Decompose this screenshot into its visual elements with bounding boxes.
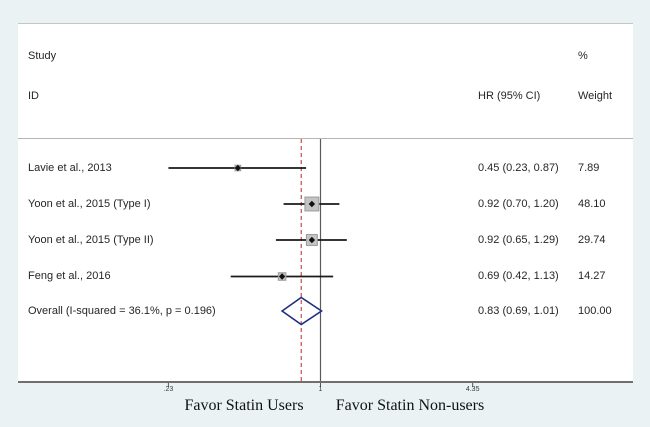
point-marker bbox=[278, 273, 286, 280]
id-header: ID bbox=[28, 90, 39, 102]
overall-hr-ci-value: 0.83 (0.69, 1.01) bbox=[478, 304, 559, 317]
weight-value: 48.10 bbox=[578, 197, 606, 210]
x-tick-label: 1 bbox=[318, 386, 323, 393]
hr-ci-header: HR (95% CI) bbox=[478, 90, 541, 102]
point-marker bbox=[308, 200, 316, 208]
study-id-label: Feng et al., 2016 bbox=[28, 270, 111, 282]
hr-ci-value: 0.92 (0.70, 1.20) bbox=[478, 197, 559, 210]
favor-right-label: Favor Statin Non-users bbox=[335, 397, 485, 414]
hr-ci-value: 0.45 (0.23, 0.87) bbox=[478, 161, 559, 174]
weight-value: 7.89 bbox=[578, 161, 600, 174]
weight-value: 29.74 bbox=[578, 233, 606, 246]
weight-header: Weight bbox=[578, 90, 613, 102]
x-axis-line bbox=[18, 381, 633, 383]
plot-panel bbox=[18, 23, 633, 383]
header-separator-line bbox=[18, 138, 633, 139]
overall-diamond bbox=[280, 296, 323, 326]
overall-label: Overall (I-squared = 36.1%, p = 0.196) bbox=[28, 304, 216, 317]
point-marker bbox=[234, 164, 242, 172]
point-marker bbox=[308, 236, 316, 244]
percent-header: % bbox=[578, 50, 588, 62]
overall-weight-value: 100.00 bbox=[578, 304, 612, 317]
study-id-label: Lavie et al., 2013 bbox=[28, 161, 112, 174]
favor-left-label: Favor Statin Users bbox=[184, 397, 304, 414]
x-tick-label: 4.35 bbox=[465, 386, 480, 393]
hr-ci-value: 0.92 (0.65, 1.29) bbox=[478, 233, 559, 246]
study-id-label: Yoon et al., 2015 (Type I) bbox=[28, 197, 151, 210]
x-tick-label: .23 bbox=[163, 386, 174, 393]
hr-ci-value: 0.69 (0.42, 1.13) bbox=[478, 270, 559, 282]
study-header: Study bbox=[28, 50, 57, 62]
study-id-label: Yoon et al., 2015 (Type II) bbox=[28, 233, 154, 246]
weight-value: 14.27 bbox=[578, 270, 606, 282]
